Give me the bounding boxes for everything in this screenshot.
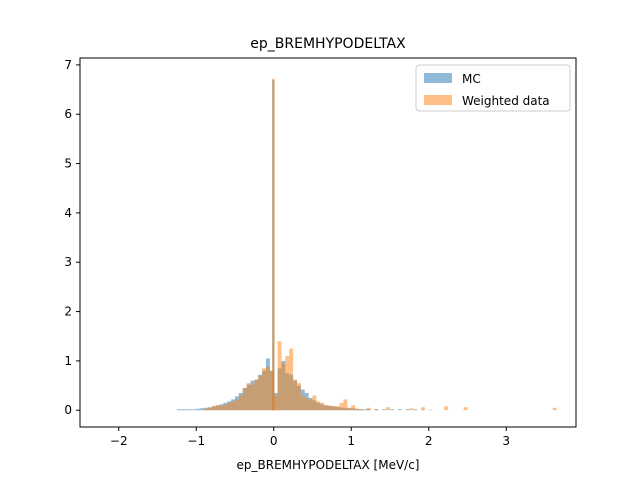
bar-2-11 (242, 388, 247, 411)
chart-title: ep_BREMHYPODELTAX (250, 36, 406, 52)
y-tick-label-5: 4 (64, 206, 72, 220)
bar-2-40 (351, 405, 356, 411)
legend-swatch-1 (424, 73, 452, 83)
bar-2-34 (328, 405, 332, 411)
bar-2-30 (312, 395, 317, 411)
bar-2-20 (273, 395, 278, 411)
bar-1-2 (180, 409, 185, 411)
bar-2-44 (374, 409, 379, 411)
y-tick-label-6: 5 (64, 157, 72, 171)
bar-1-53 (382, 409, 387, 411)
bar-2-43 (366, 407, 371, 411)
bar-2-2 (207, 407, 212, 411)
bar-2-28 (304, 397, 309, 411)
bar-2-8 (231, 401, 235, 411)
bar-2-17 (266, 366, 270, 411)
x-tick-label-4: 1 (347, 434, 355, 448)
bar-1-1 (176, 409, 181, 411)
bar-2-4 (215, 405, 220, 411)
y-tick-label-1: 0 (64, 403, 72, 417)
bar-2-33 (324, 405, 328, 411)
bar-2-19 (272, 78, 275, 411)
bar-2-27 (300, 395, 305, 411)
x-tick-label-2: −1 (187, 434, 205, 448)
bar-2-21 (277, 341, 282, 411)
y-tick-label-8: 7 (64, 58, 72, 72)
y-axis-ticks: 0 1 2 3 4 5 6 7 (64, 58, 80, 417)
bar-2-10 (238, 395, 243, 411)
bar-2-46 (409, 408, 414, 411)
bar-2-24 (289, 348, 294, 411)
bar-1-4 (188, 409, 193, 411)
series-2 (204, 78, 557, 411)
legend-swatch-2 (424, 95, 452, 105)
y-tick-label-2: 1 (64, 354, 72, 368)
bar-1-5 (192, 409, 197, 411)
bar-2-9 (235, 399, 239, 411)
bar-2-13 (250, 384, 255, 411)
x-tick-label-1: −2 (110, 434, 128, 448)
bar-1-6 (196, 408, 201, 411)
bar-2-23 (285, 355, 290, 411)
bar-2-31 (316, 401, 321, 411)
bar-2-18 (269, 370, 274, 411)
bar-2-6 (223, 404, 228, 411)
bar-2-48 (444, 406, 449, 411)
bar-2-49 (463, 407, 468, 411)
bar-2-42 (359, 409, 363, 411)
bar-2-29 (308, 399, 313, 411)
legend-label-2: Weighted data (462, 94, 550, 108)
y-tick-label-7: 6 (64, 107, 72, 121)
bar-2-22 (281, 363, 286, 411)
axes-frame (79, 57, 577, 428)
bar-2-35 (331, 406, 336, 411)
bar-2-12 (246, 383, 251, 411)
x-tick-label-5: 2 (425, 434, 433, 448)
x-axis-label: ep_BREMHYPODELTAX [MeV/c] (237, 458, 420, 472)
bar-2-26 (297, 383, 301, 411)
bar-2-32 (320, 402, 325, 411)
bar-2-41 (355, 408, 359, 411)
y-tick-label-4: 3 (64, 255, 72, 269)
histogram-bars (176, 78, 557, 411)
legend-label-1: MC (462, 72, 481, 86)
bar-2-16 (262, 368, 266, 411)
x-axis-ticks: −2 −1 0 1 2 3 (110, 427, 510, 448)
bar-1-55 (397, 409, 402, 411)
bar-1-50 (362, 409, 367, 411)
bar-2-37 (339, 402, 344, 411)
bar-2-25 (293, 379, 297, 411)
bar-2-47 (421, 407, 425, 411)
bar-1-3 (184, 409, 189, 411)
bar-2-14 (254, 379, 259, 411)
bar-2-7 (227, 402, 232, 411)
bar-2-50 (552, 407, 557, 411)
y-tick-label-3: 2 (64, 305, 72, 319)
bar-2-39 (347, 407, 352, 411)
bar-1-7 (200, 408, 204, 411)
legend-box (415, 64, 571, 112)
bar-2-5 (219, 405, 224, 411)
bar-1-56 (405, 409, 410, 411)
bar-2-15 (258, 375, 263, 411)
legend: MC Weighted data (415, 64, 571, 112)
bar-1-54 (390, 409, 394, 411)
bar-2-38 (343, 399, 348, 411)
bar-2-45 (386, 407, 390, 411)
bar-2-1 (204, 408, 208, 411)
bar-1-59 (428, 409, 433, 411)
bar-2-3 (211, 406, 216, 411)
bar-2-36 (335, 406, 340, 411)
x-tick-label-3: 0 (270, 434, 278, 448)
x-tick-label-6: 3 (502, 434, 510, 448)
bar-1-57 (413, 409, 418, 411)
